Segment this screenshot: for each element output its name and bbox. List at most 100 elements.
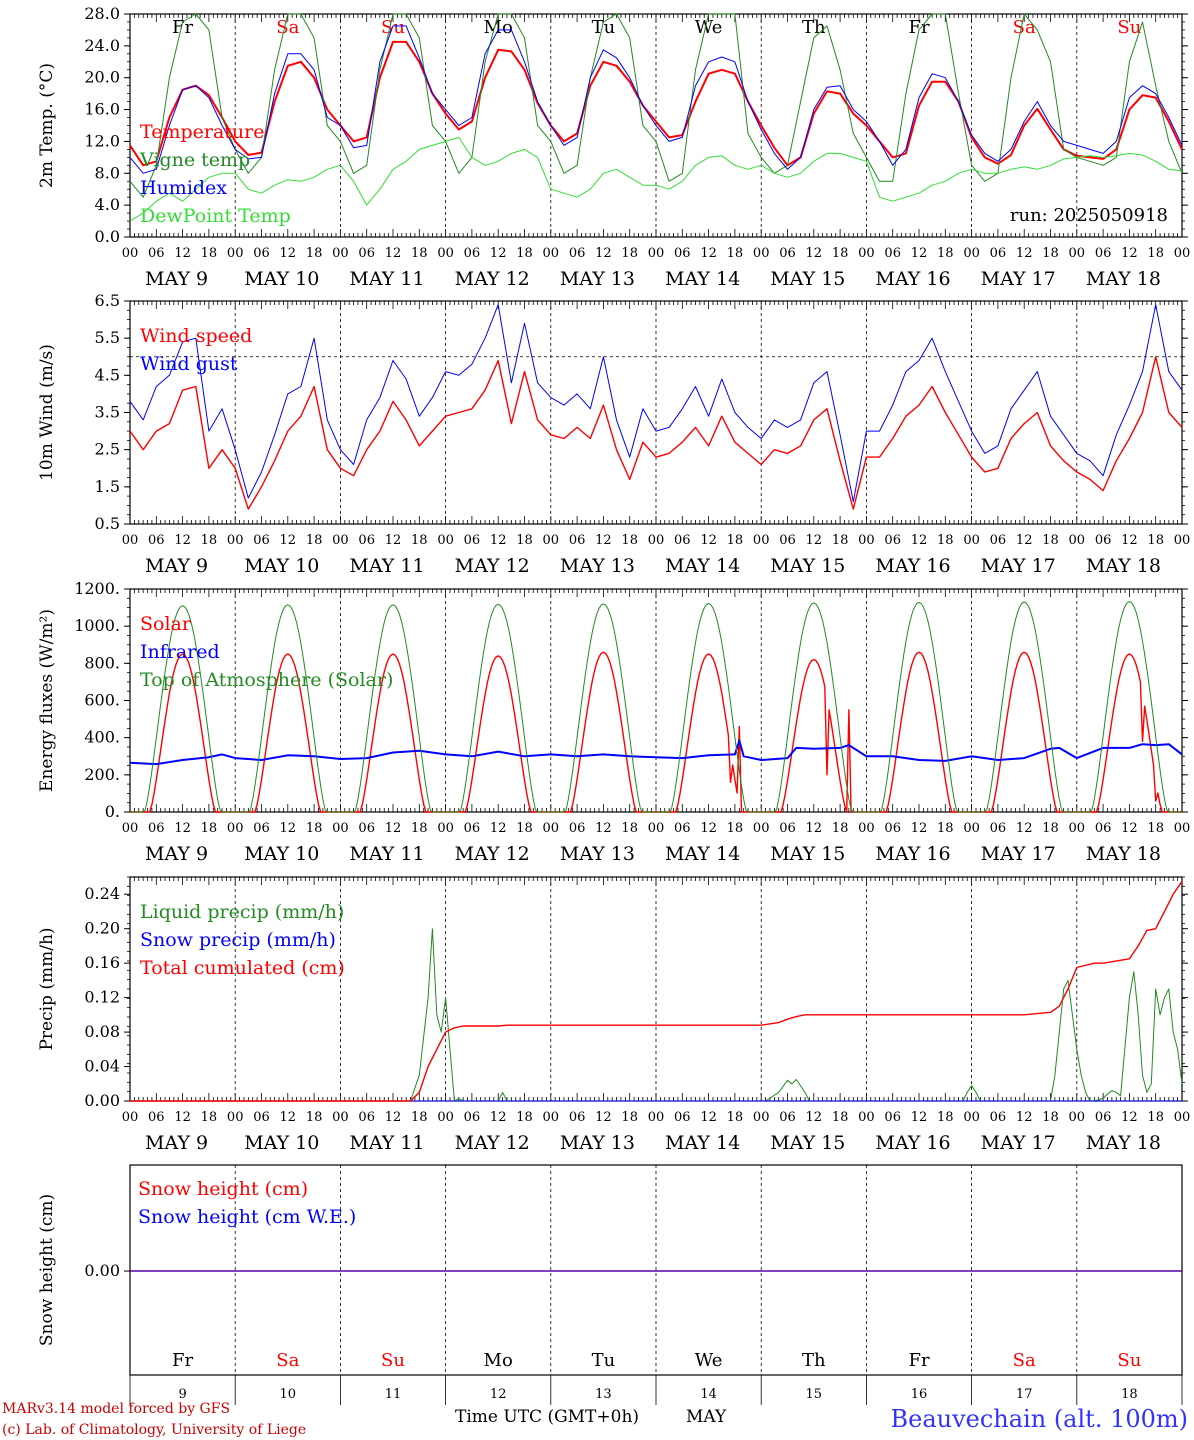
y-axis-label: 10m Wind (m/s) <box>37 344 57 481</box>
hour-tick-label: 06 <box>884 821 901 836</box>
hour-tick-label: 12 <box>806 533 823 548</box>
y-tick-label: 20.0 <box>84 68 120 87</box>
day-number: 18 <box>1121 1387 1138 1402</box>
panels-group: 0.0 4.0 8.0 12.0 16.0 20.0 24.0 28.0 2m Temp. (°… <box>37 4 1190 1405</box>
hour-tick-label: 06 <box>884 1110 901 1125</box>
hour-tick-label: 00 <box>122 533 139 548</box>
hour-tick-label: 12 <box>806 1110 823 1125</box>
time-axis-title: Time UTC (GMT+0h) <box>455 1407 639 1427</box>
date-label: MAY 18 <box>1086 268 1161 290</box>
y-tick-label: 200. <box>84 765 120 784</box>
hour-tick-label: 18 <box>621 246 638 261</box>
date-label: MAY 13 <box>560 1132 635 1154</box>
hour-tick-label: 18 <box>832 1110 849 1125</box>
hour-tick-label: 00 <box>332 533 349 548</box>
date-label: MAY 17 <box>981 555 1056 577</box>
hour-tick-label: 06 <box>674 246 691 261</box>
y-tick-label: 8.0 <box>95 163 120 182</box>
y-tick-label: 12.0 <box>84 131 120 150</box>
hour-tick-label: 18 <box>937 246 954 261</box>
hour-tick-label: 06 <box>990 246 1007 261</box>
time-axis-month: MAY <box>686 1407 727 1427</box>
hour-tick-label: 12 <box>490 246 507 261</box>
hour-tick-label: 00 <box>753 246 770 261</box>
hour-tick-label: 18 <box>516 821 533 836</box>
hour-tick-label: 06 <box>779 246 796 261</box>
hour-tick-label: 18 <box>727 246 744 261</box>
date-label: MAY 13 <box>560 843 635 865</box>
hour-tick-label: 12 <box>700 246 717 261</box>
y-axis-label: Snow height (cm) <box>37 1194 57 1346</box>
y-axis-label: Precip (mm/h) <box>37 927 57 1050</box>
hour-tick-label: 06 <box>1095 246 1112 261</box>
legend-entry: Temperature <box>140 121 264 143</box>
hour-tick-label: 12 <box>280 1110 297 1125</box>
hour-tick-label: 00 <box>332 246 349 261</box>
date-label: MAY 16 <box>875 268 950 290</box>
hour-tick-label: 18 <box>201 821 218 836</box>
y-tick-label: 600. <box>84 691 120 710</box>
hour-tick-label: 12 <box>490 533 507 548</box>
series-line <box>129 356 1183 510</box>
hour-tick-label: 06 <box>148 821 165 836</box>
hour-tick-label: 06 <box>358 533 375 548</box>
plot-frame <box>129 13 1183 238</box>
hour-tick-label: 00 <box>648 533 665 548</box>
date-label: MAY 15 <box>770 1132 845 1154</box>
date-label: MAY 14 <box>665 555 740 577</box>
y-tick-label: 0.0 <box>95 227 120 246</box>
hour-tick-label: 06 <box>253 1110 270 1125</box>
hour-tick-label: 00 <box>227 246 244 261</box>
hour-tick-label: 12 <box>385 533 402 548</box>
hour-tick-label: 06 <box>674 533 691 548</box>
hour-tick-label: 06 <box>253 246 270 261</box>
y-tick-label: 5.5 <box>95 328 120 347</box>
series-line <box>130 601 1182 813</box>
hour-tick-label: 18 <box>1042 821 1059 836</box>
date-label: MAY 9 <box>145 843 208 865</box>
hour-tick-label: 12 <box>595 246 612 261</box>
hour-tick-label: 06 <box>1095 533 1112 548</box>
y-tick-label: 0.08 <box>84 1022 120 1041</box>
date-label: MAY 15 <box>770 843 845 865</box>
hour-tick-label: 18 <box>201 1110 218 1125</box>
hour-tick-label: 12 <box>280 246 297 261</box>
weekday-label: We <box>695 1350 723 1371</box>
hour-tick-label: 00 <box>122 821 139 836</box>
date-label: MAY 16 <box>875 555 950 577</box>
date-label: MAY 17 <box>981 843 1056 865</box>
hour-tick-label: 00 <box>227 821 244 836</box>
hour-tick-label: 00 <box>963 821 980 836</box>
date-label: MAY 14 <box>665 268 740 290</box>
y-tick-label: 4.5 <box>95 365 120 384</box>
hour-tick-label: 18 <box>621 533 638 548</box>
legend-entry: Top of Atmosphere (Solar) <box>140 669 393 691</box>
weekday-label: Sa <box>1013 1350 1036 1371</box>
hour-tick-label: 00 <box>753 1110 770 1125</box>
hour-tick-label: 06 <box>358 246 375 261</box>
series-line <box>130 880 1183 1102</box>
hour-tick-label: 06 <box>569 533 586 548</box>
hour-tick-label: 12 <box>174 246 191 261</box>
y-tick-label: 3.5 <box>95 403 120 422</box>
hour-tick-label: 00 <box>543 246 560 261</box>
series-line <box>129 25 1183 174</box>
panel-2: 0.5 1.5 2.5 3.5 4.5 5.5 6.5 10m Wind (m/s) Wind … <box>37 291 1190 577</box>
weekday-label: Tu <box>592 1350 616 1371</box>
legend-entry: Liquid precip (mm/h) <box>140 901 344 923</box>
y-axis-label: Energy fluxes (W/m²) <box>37 609 57 792</box>
hour-tick-label: 12 <box>911 821 928 836</box>
y-tick-label: 1.5 <box>95 477 120 496</box>
hour-tick-label: 18 <box>727 821 744 836</box>
hour-tick-label: 18 <box>411 533 428 548</box>
legend-entry: Snow height (cm) <box>138 1178 308 1200</box>
hour-tick-label: 12 <box>700 533 717 548</box>
series-line <box>129 304 1183 503</box>
hour-tick-label: 18 <box>621 1110 638 1125</box>
hour-tick-label: 00 <box>437 246 454 261</box>
hour-tick-label: 06 <box>569 1110 586 1125</box>
y-tick-label: 400. <box>84 728 120 747</box>
y-tick-label: 0.20 <box>84 919 120 938</box>
hour-tick-label: 06 <box>674 1110 691 1125</box>
